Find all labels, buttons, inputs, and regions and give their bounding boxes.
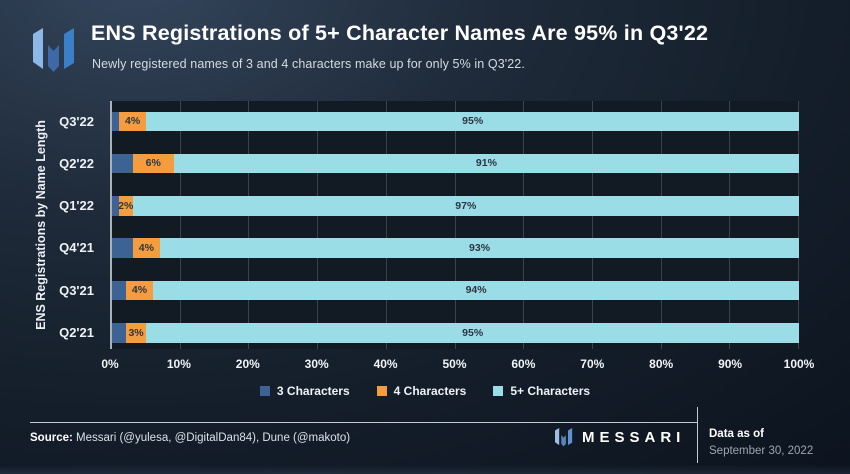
bar-segment: 91% bbox=[173, 153, 799, 174]
category-label: Q4'21 bbox=[59, 240, 94, 256]
bar-segment: 4% bbox=[132, 238, 161, 258]
source-label: Source: bbox=[30, 432, 73, 444]
chart-legend: 3 Characters 4 Characters 5+ Characters bbox=[0, 384, 850, 398]
x-axis-tick-label: 90% bbox=[718, 357, 743, 371]
legend-swatch bbox=[493, 386, 504, 396]
bar-segment: 2% bbox=[118, 196, 134, 216]
legend-item: 3 Characters bbox=[259, 384, 350, 398]
bar-value-label: 2% bbox=[118, 199, 134, 212]
bar-row: 6% 91% bbox=[112, 153, 799, 174]
bar-value-label: 97% bbox=[455, 199, 477, 212]
bar-row: 3% 95% bbox=[112, 323, 799, 343]
bar-value-label: 91% bbox=[475, 157, 497, 170]
bar-value-label: 4% bbox=[125, 115, 141, 127]
category-label: Q2'21 bbox=[59, 325, 94, 340]
legend-swatch bbox=[376, 386, 387, 396]
gridline bbox=[729, 101, 731, 349]
x-axis-tick-label: 100% bbox=[783, 357, 815, 371]
bar-row: 4% 94% bbox=[112, 280, 799, 301]
legend-item: 5+ Characters bbox=[493, 384, 590, 398]
bar-segment: 6% bbox=[132, 153, 174, 174]
x-axis-tick-label: 0% bbox=[101, 357, 119, 371]
legend-label: 4 Characters bbox=[393, 384, 467, 398]
gridline bbox=[317, 101, 319, 349]
legend-item: 4 Characters bbox=[376, 384, 467, 398]
bar-value-label: 93% bbox=[469, 241, 491, 254]
plot-area: 4% 95% 6% 91% 2% 97% 4% 93% 4% 94% 3% 95% bbox=[110, 101, 799, 349]
bar-segment bbox=[112, 280, 126, 301]
bar-value-label: 4% bbox=[131, 284, 148, 297]
category-label: Q3'22 bbox=[59, 113, 94, 129]
x-axis-tick-label: 40% bbox=[373, 357, 398, 371]
messari-logo-icon bbox=[33, 28, 74, 72]
data-as-of-label: Data as of bbox=[709, 428, 764, 440]
gridline bbox=[798, 101, 799, 349]
bar-segment: 4% bbox=[118, 111, 147, 131]
bar-value-label: 95% bbox=[462, 326, 484, 339]
footer-divider-vertical bbox=[697, 407, 698, 463]
category-label: Q3'21 bbox=[59, 282, 94, 298]
bar-row: 2% 97% bbox=[112, 196, 799, 216]
category-label: Q1'22 bbox=[59, 198, 94, 214]
bar-segment bbox=[112, 111, 119, 131]
bar-segment bbox=[112, 323, 126, 343]
bar-value-label: 94% bbox=[465, 284, 487, 297]
gridline bbox=[660, 101, 662, 349]
x-axis-tick-label: 20% bbox=[235, 357, 260, 371]
bar-value-label: 3% bbox=[128, 326, 144, 339]
bar-value-label: 4% bbox=[138, 241, 154, 254]
gridline bbox=[385, 101, 387, 349]
bar-row: 4% 93% bbox=[112, 238, 799, 258]
bar-value-label: 6% bbox=[145, 157, 161, 170]
messari-logo-small-icon bbox=[555, 428, 573, 447]
bar-segment: 95% bbox=[146, 323, 799, 343]
category-label: Q2'22 bbox=[59, 155, 94, 171]
bar-value-label: 95% bbox=[462, 115, 484, 127]
bar-row: 4% 95% bbox=[112, 111, 799, 131]
bar-segment: 3% bbox=[125, 323, 147, 343]
gridline bbox=[248, 101, 250, 349]
bar-segment: 94% bbox=[153, 280, 799, 301]
bar-segment bbox=[112, 153, 133, 174]
x-axis-tick-label: 50% bbox=[442, 357, 467, 371]
x-axis-tick-label: 70% bbox=[580, 357, 605, 371]
gridline bbox=[179, 101, 181, 349]
bar-segment bbox=[112, 238, 133, 258]
source-attribution: Source: Messari (@yulesa, @DigitalDan84)… bbox=[30, 432, 350, 444]
data-as-of-block: Data as of September 30, 2022 bbox=[709, 428, 813, 457]
x-axis-tick-label: 30% bbox=[304, 357, 329, 371]
data-as-of-value: September 30, 2022 bbox=[709, 445, 814, 457]
messari-wordmark: MESSARI bbox=[555, 427, 685, 447]
page-subtitle: Newly registered names of 3 and 4 charac… bbox=[92, 57, 525, 71]
legend-label: 3 Characters bbox=[276, 384, 350, 398]
brand-name: MESSARI bbox=[582, 428, 686, 446]
gridline bbox=[591, 101, 593, 349]
bar-segment bbox=[112, 196, 119, 216]
bar-segment: 97% bbox=[132, 196, 799, 216]
gridline bbox=[454, 101, 456, 349]
source-text: Messari (@yulesa, @DigitalDan84), Dune (… bbox=[72, 432, 351, 444]
bar-segment: 4% bbox=[125, 280, 154, 301]
gridline bbox=[523, 101, 525, 349]
legend-swatch bbox=[259, 386, 270, 396]
bar-segment: 93% bbox=[160, 238, 799, 258]
legend-label: 5+ Characters bbox=[510, 384, 591, 398]
x-axis-tick-label: 60% bbox=[511, 357, 536, 371]
bar-segment: 95% bbox=[146, 111, 799, 131]
x-axis-tick-label: 80% bbox=[649, 357, 674, 371]
page-title: ENS Registrations of 5+ Character Names … bbox=[91, 21, 709, 45]
x-axis-tick-label: 10% bbox=[166, 357, 191, 371]
footer-divider-horizontal bbox=[30, 422, 697, 423]
